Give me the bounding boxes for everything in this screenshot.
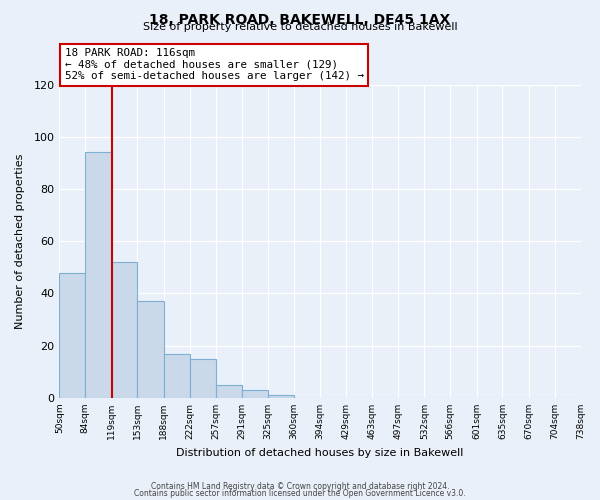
Text: 18 PARK ROAD: 116sqm
← 48% of detached houses are smaller (129)
52% of semi-deta: 18 PARK ROAD: 116sqm ← 48% of detached h… (65, 48, 364, 82)
Bar (85, 152, 112, 398)
Bar (242, 390, 268, 398)
Y-axis label: Number of detached properties: Number of detached properties (15, 154, 25, 329)
Bar (112, 262, 137, 398)
Bar (190, 359, 216, 398)
Text: Contains public sector information licensed under the Open Government Licence v3: Contains public sector information licen… (134, 490, 466, 498)
Bar (137, 302, 164, 398)
Text: Contains HM Land Registry data © Crown copyright and database right 2024.: Contains HM Land Registry data © Crown c… (151, 482, 449, 491)
Text: 18, PARK ROAD, BAKEWELL, DE45 1AX: 18, PARK ROAD, BAKEWELL, DE45 1AX (149, 12, 451, 26)
Bar (59, 272, 85, 398)
Bar (164, 354, 190, 398)
Text: Size of property relative to detached houses in Bakewell: Size of property relative to detached ho… (143, 22, 457, 32)
Bar (268, 396, 294, 398)
Bar (216, 385, 242, 398)
X-axis label: Distribution of detached houses by size in Bakewell: Distribution of detached houses by size … (176, 448, 464, 458)
